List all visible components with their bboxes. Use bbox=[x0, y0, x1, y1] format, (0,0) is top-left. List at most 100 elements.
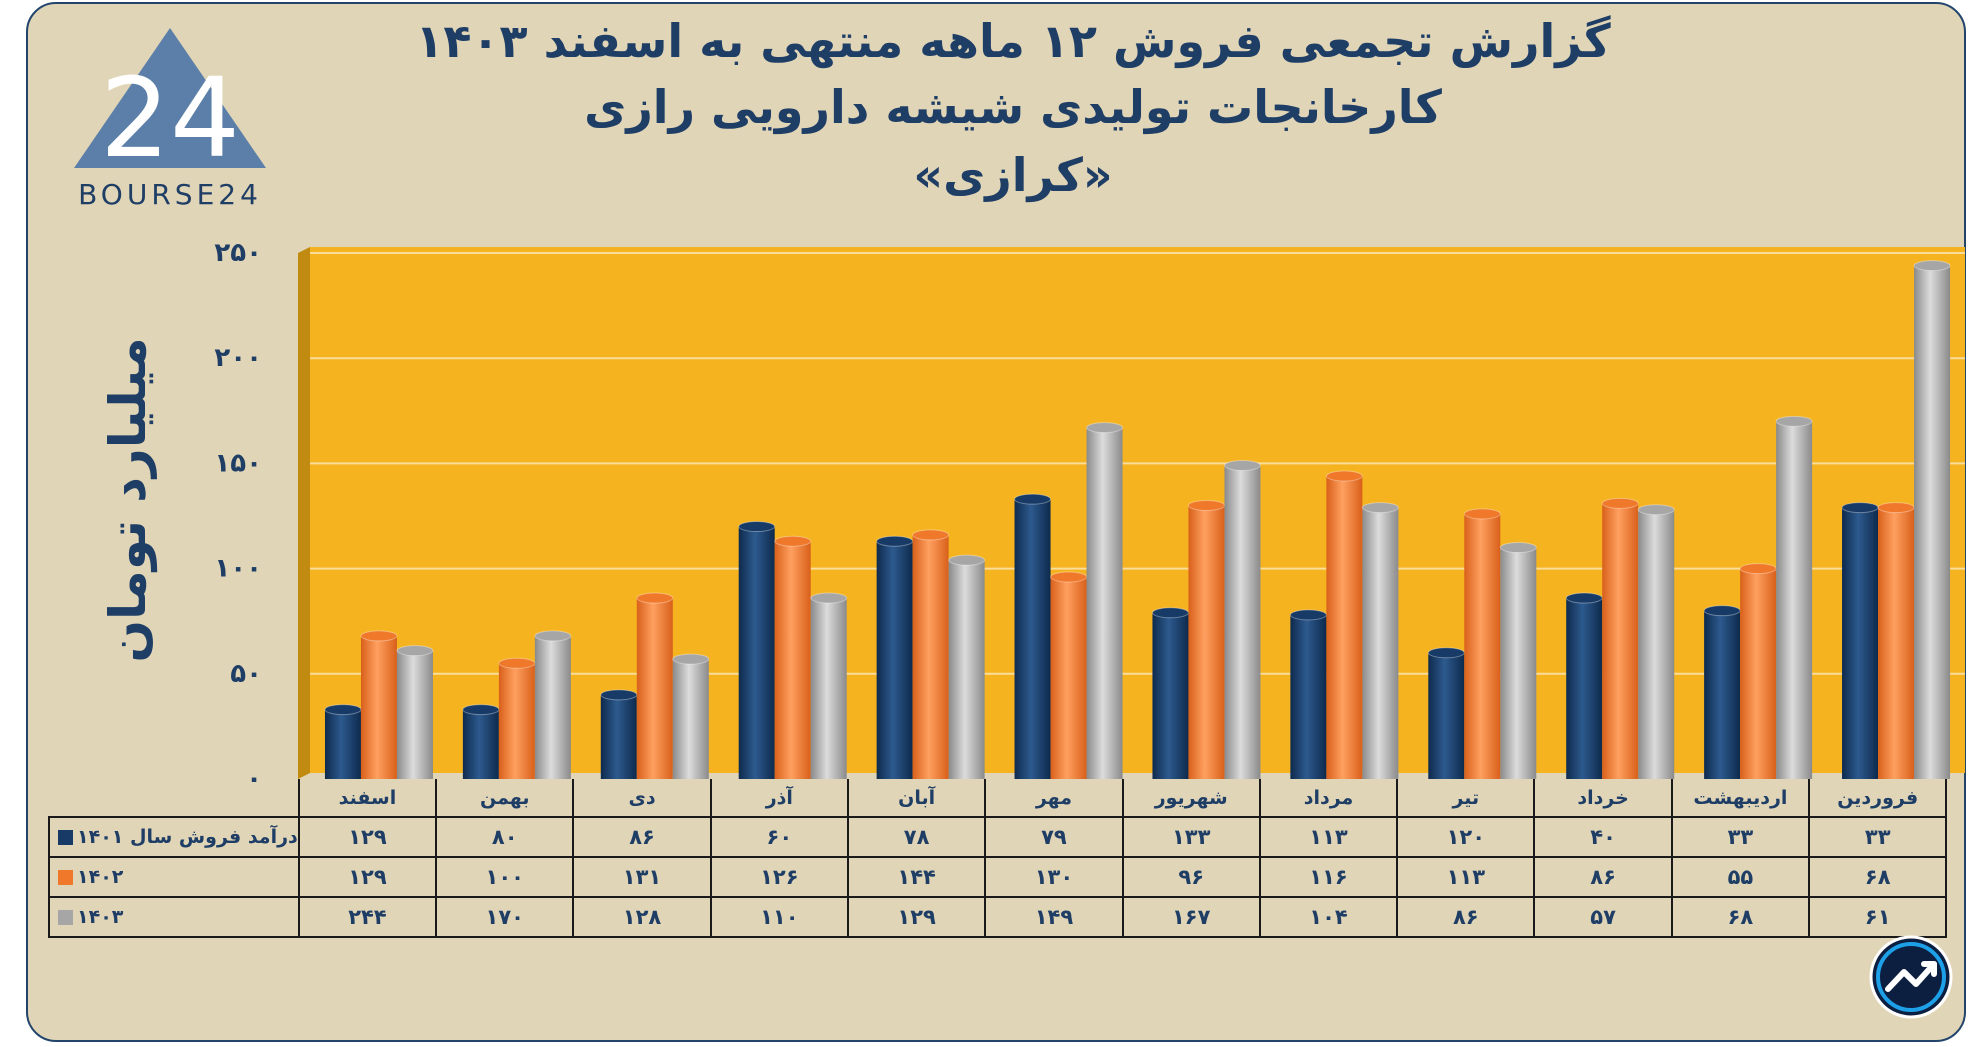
bar-body bbox=[1740, 568, 1777, 779]
bar bbox=[1565, 592, 1603, 779]
bar-body bbox=[1638, 509, 1675, 779]
data-label: ۸۶ bbox=[1396, 896, 1536, 938]
data-label: ۱۲۸ bbox=[572, 896, 712, 938]
trend-badge-icon bbox=[1869, 935, 1953, 1019]
x-tick-label: شهریور bbox=[1121, 779, 1261, 818]
bar-body bbox=[1014, 499, 1051, 779]
data-label: ۱۰۴ bbox=[1258, 896, 1399, 938]
data-label: ۶۸ bbox=[1670, 896, 1811, 938]
data-label: ۱۳۱ bbox=[572, 856, 712, 898]
data-label: ۱۷۰ bbox=[435, 896, 575, 938]
table-row: ۱۴۰۲ ۱۲۹ ۱۰۰ ۱۳۱ ۱۲۶ ۱۴۴ ۱۳۰ ۹۶ ۱۱۶ ۱۱۳ ۸۶ ۵۵ ۶۸ bbox=[48, 856, 1948, 898]
bar bbox=[876, 535, 914, 779]
bar bbox=[1877, 502, 1915, 779]
data-label: ۵۵ bbox=[1670, 856, 1811, 898]
bar-body bbox=[672, 659, 709, 779]
bar-cap bbox=[1913, 260, 1951, 272]
bar bbox=[324, 704, 362, 779]
bar bbox=[1151, 607, 1189, 779]
bar-body bbox=[738, 526, 775, 779]
bar bbox=[1014, 493, 1052, 779]
bar bbox=[600, 689, 638, 779]
bar bbox=[1086, 422, 1124, 779]
bar-cap bbox=[1223, 460, 1261, 472]
y-tick-label: ۱۰۰ bbox=[214, 554, 262, 584]
bar bbox=[1739, 563, 1777, 779]
data-label: ۱۱۳ bbox=[1396, 856, 1536, 898]
legend-label: درآمد فروش سال ۱۴۰۱ bbox=[77, 826, 298, 848]
bar bbox=[396, 645, 434, 779]
chart-title-line-3: «کرازی» bbox=[913, 148, 1113, 202]
bar-cap bbox=[1427, 647, 1465, 659]
bar-cap bbox=[774, 535, 812, 547]
x-tick-label: دی bbox=[572, 779, 712, 818]
bar bbox=[1325, 470, 1363, 779]
bar-body bbox=[1086, 427, 1123, 779]
bar-cap bbox=[1289, 609, 1327, 621]
bar-cap bbox=[1565, 592, 1603, 604]
chart-title-line-2: کارخانجات تولیدی شیشه دارویی رازی bbox=[584, 80, 1442, 134]
bar bbox=[1050, 571, 1088, 779]
bar-body bbox=[1704, 610, 1741, 779]
data-label: ۴۰ bbox=[1533, 816, 1673, 858]
bar-body bbox=[498, 663, 535, 779]
y-tick-label: ۵۰ bbox=[230, 659, 262, 689]
bar-cap bbox=[1775, 415, 1813, 427]
data-label: ۱۱۶ bbox=[1258, 856, 1399, 898]
bar-body bbox=[360, 635, 397, 779]
bar-body bbox=[1050, 577, 1087, 779]
bar-body bbox=[1464, 513, 1501, 779]
logo-text: BOURSE24 bbox=[78, 178, 262, 211]
legend-swatch bbox=[58, 870, 73, 885]
bar-cap bbox=[498, 657, 536, 669]
x-tick-label: اسفند bbox=[297, 779, 438, 818]
bar bbox=[810, 592, 848, 779]
y-tick-label: ۱۵۰ bbox=[214, 448, 262, 478]
table-corner bbox=[49, 779, 300, 817]
bar-cap bbox=[360, 630, 398, 642]
bar-body bbox=[396, 650, 433, 779]
data-label: ۷۸ bbox=[846, 816, 987, 858]
data-label: ۷۹ bbox=[984, 816, 1124, 858]
bar bbox=[360, 630, 398, 779]
bar-body bbox=[1878, 507, 1915, 779]
bar bbox=[1703, 605, 1741, 779]
data-label: ۱۲۹ bbox=[297, 816, 438, 858]
data-label: ۱۰۰ bbox=[435, 856, 575, 898]
data-label: ۱۱۰ bbox=[709, 896, 849, 938]
bar bbox=[1601, 497, 1639, 779]
data-label: ۱۴۴ bbox=[846, 856, 987, 898]
bar-body bbox=[462, 709, 499, 779]
x-tick-label: مهر bbox=[984, 779, 1124, 818]
bar-cap bbox=[810, 592, 848, 604]
bar-body bbox=[636, 598, 673, 779]
data-label: ۸۰ bbox=[435, 816, 575, 858]
bar-cap bbox=[1739, 563, 1777, 575]
bar-body bbox=[1224, 465, 1261, 779]
bar-cap bbox=[1151, 607, 1189, 619]
bar-cap bbox=[1325, 470, 1363, 482]
bar-body bbox=[1362, 507, 1399, 779]
plot-area bbox=[310, 247, 1965, 773]
bar-cap bbox=[1877, 502, 1915, 514]
x-tick-label: مرداد bbox=[1258, 779, 1399, 818]
bar-body bbox=[534, 635, 571, 779]
bar-cap bbox=[948, 554, 986, 566]
bar-cap bbox=[876, 535, 914, 547]
bar-body bbox=[1500, 547, 1537, 779]
bar-body bbox=[1842, 507, 1879, 779]
bar-body bbox=[1290, 614, 1327, 779]
table-header-row: اسفند بهمن دی آذر آبان مهر شهریور مرداد تیر خرداد… bbox=[49, 779, 1948, 818]
x-tick-label: تیر bbox=[1396, 779, 1536, 818]
bar bbox=[1499, 542, 1537, 779]
bar bbox=[1913, 260, 1951, 779]
bar bbox=[636, 592, 674, 779]
x-tick-label: اردیبهشت bbox=[1670, 779, 1811, 818]
bar-cap bbox=[1086, 422, 1124, 434]
bar-body bbox=[1566, 598, 1603, 779]
bar bbox=[1223, 460, 1261, 779]
legend-swatch bbox=[58, 830, 73, 845]
data-label: ۱۴۹ bbox=[984, 896, 1124, 938]
data-label: ۱۲۹ bbox=[846, 896, 987, 938]
